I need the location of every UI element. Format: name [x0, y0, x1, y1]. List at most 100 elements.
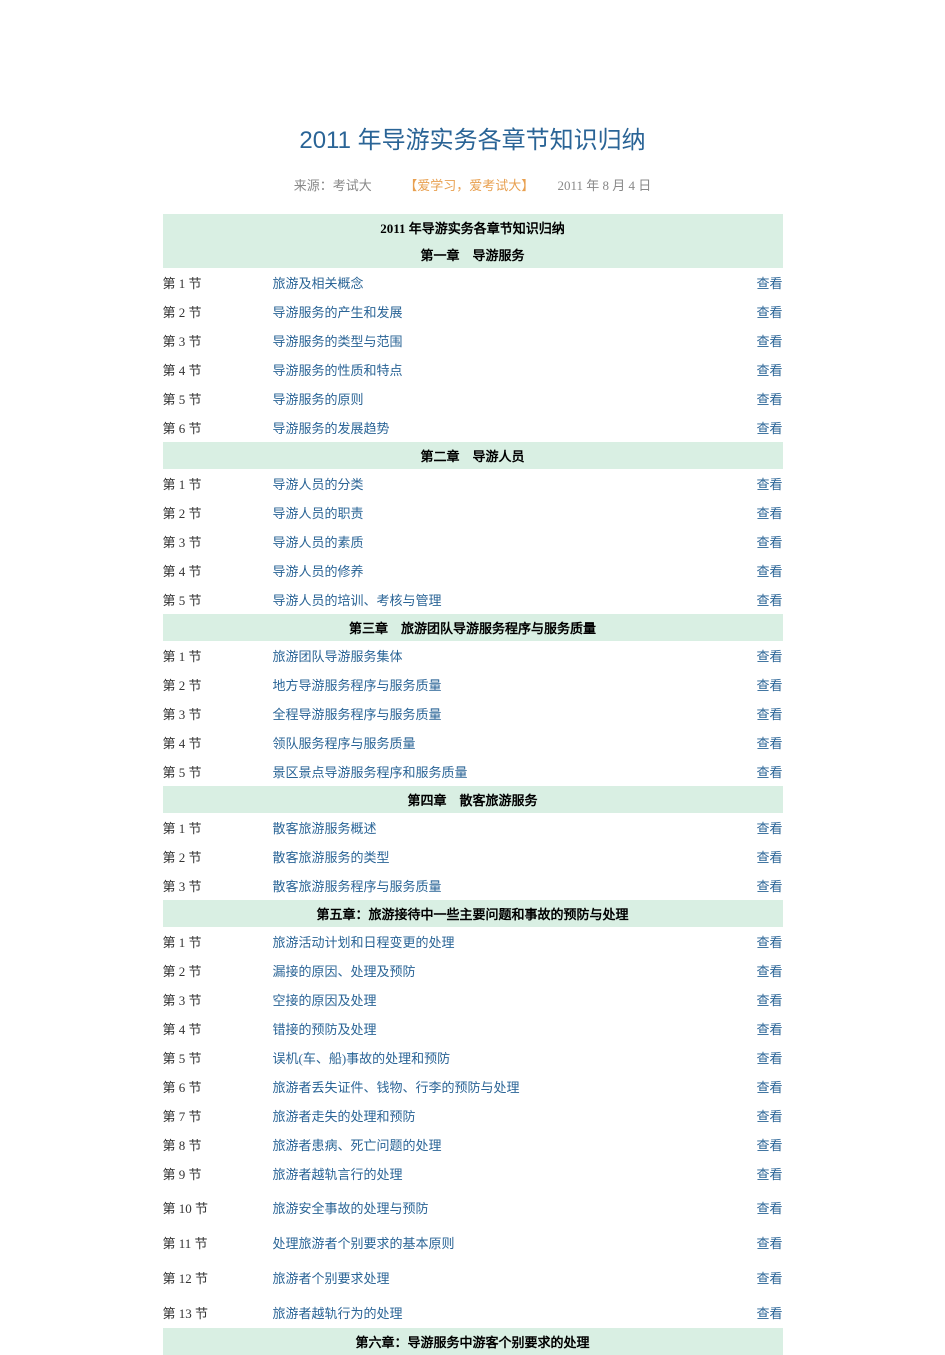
section-title-link[interactable]: 导游人员的培训、考核与管理 [273, 593, 442, 608]
section-title-cell: 全程导游服务程序与服务质量 [273, 699, 723, 728]
view-link[interactable]: 查看 [756, 593, 782, 608]
view-link[interactable]: 查看 [756, 678, 782, 693]
view-link[interactable]: 查看 [756, 334, 782, 349]
section-number: 第 1 节 [163, 469, 273, 498]
view-link[interactable]: 查看 [756, 305, 782, 320]
view-link[interactable]: 查看 [756, 935, 782, 950]
section-title-link[interactable]: 领队服务程序与服务质量 [273, 736, 416, 751]
view-cell: 查看 [723, 871, 783, 900]
section-title-link[interactable]: 旅游团队导游服务集体 [273, 649, 403, 664]
view-link[interactable]: 查看 [756, 1271, 782, 1286]
section-title-link[interactable]: 导游服务的产生和发展 [273, 305, 403, 320]
view-link[interactable]: 查看 [756, 1080, 782, 1095]
table-main-header: 2011 年导游实务各章节知识归纳 [163, 214, 783, 241]
section-title-link[interactable]: 空接的原因及处理 [273, 993, 377, 1008]
view-link[interactable]: 查看 [756, 765, 782, 780]
view-cell: 查看 [723, 842, 783, 871]
view-link[interactable]: 查看 [756, 707, 782, 722]
view-cell: 查看 [723, 699, 783, 728]
section-title-link[interactable]: 错接的预防及处理 [273, 1022, 377, 1037]
section-title-link[interactable]: 地方导游服务程序与服务质量 [273, 678, 442, 693]
section-title-cell: 导游服务的类型与范围 [273, 326, 723, 355]
view-cell: 查看 [723, 813, 783, 842]
section-title-cell: 旅游及相关概念 [273, 268, 723, 297]
view-link[interactable]: 查看 [756, 564, 782, 579]
section-title-cell: 导游人员的分类 [273, 469, 723, 498]
view-cell: 查看 [723, 728, 783, 757]
section-title-link[interactable]: 旅游及相关概念 [273, 276, 364, 291]
section-title-link[interactable]: 全程导游服务程序与服务质量 [273, 707, 442, 722]
view-link[interactable]: 查看 [756, 1138, 782, 1153]
section-number: 第 3 节 [163, 871, 273, 900]
view-link[interactable]: 查看 [756, 1201, 782, 1216]
view-link[interactable]: 查看 [756, 879, 782, 894]
section-title-link[interactable]: 旅游者个别要求处理 [273, 1271, 390, 1286]
view-link[interactable]: 查看 [756, 535, 782, 550]
section-title-cell: 导游服务的性质和特点 [273, 355, 723, 384]
meta-love: 【爱学习，爱考试大】 [404, 178, 534, 193]
section-title-link[interactable]: 导游人员的职责 [273, 506, 364, 521]
section-title-link[interactable]: 旅游者越轨行为的处理 [273, 1306, 403, 1321]
section-title-cell: 领队服务程序与服务质量 [273, 728, 723, 757]
section-title-link[interactable]: 散客旅游服务程序与服务质量 [273, 879, 442, 894]
view-link[interactable]: 查看 [756, 821, 782, 836]
section-title-link[interactable]: 导游人员的分类 [273, 477, 364, 492]
section-title-link[interactable]: 旅游安全事故的处理与预防 [273, 1201, 429, 1216]
section-title-link[interactable]: 处理旅游者个别要求的基本原则 [273, 1236, 455, 1251]
section-number: 第 2 节 [163, 498, 273, 527]
table-row: 第 5 节导游人员的培训、考核与管理 查看 [163, 585, 783, 614]
view-cell: 查看 [723, 985, 783, 1014]
section-title-cell: 导游服务的原则 [273, 384, 723, 413]
view-link[interactable]: 查看 [756, 506, 782, 521]
view-cell: 查看 [723, 1159, 783, 1188]
section-title-link[interactable]: 导游人员的修养 [273, 564, 364, 579]
section-title-link[interactable]: 导游人员的素质 [273, 535, 364, 550]
view-link[interactable]: 查看 [756, 1167, 782, 1182]
view-link[interactable]: 查看 [756, 1051, 782, 1066]
section-title-link[interactable]: 导游服务的发展趋势 [273, 421, 390, 436]
section-title-link[interactable]: 旅游者越轨言行的处理 [273, 1167, 403, 1182]
section-title-link[interactable]: 旅游活动计划和日程变更的处理 [273, 935, 455, 950]
section-title-cell: 漏接的原因、处理及预防 [273, 956, 723, 985]
section-title-cell: 导游人员的素质 [273, 527, 723, 556]
section-title-cell: 旅游者个别要求处理 [273, 1258, 723, 1293]
view-link[interactable]: 查看 [756, 1109, 782, 1124]
section-title-link[interactable]: 导游服务的原则 [273, 392, 364, 407]
section-title-link[interactable]: 导游服务的类型与范围 [273, 334, 403, 349]
section-title-link[interactable]: 散客旅游服务的类型 [273, 850, 390, 865]
view-link[interactable]: 查看 [756, 363, 782, 378]
view-link[interactable]: 查看 [756, 392, 782, 407]
view-link[interactable]: 查看 [756, 1022, 782, 1037]
view-cell: 查看 [723, 1258, 783, 1293]
view-cell: 查看 [723, 413, 783, 442]
view-link[interactable]: 查看 [756, 993, 782, 1008]
chapter-header-row: 第六章：导游服务中游客个别要求的处理 [163, 1328, 783, 1355]
section-title-link[interactable]: 漏接的原因、处理及预防 [273, 964, 416, 979]
view-link[interactable]: 查看 [756, 850, 782, 865]
section-title-link[interactable]: 景区景点导游服务程序和服务质量 [273, 765, 468, 780]
view-cell: 查看 [723, 355, 783, 384]
view-link[interactable]: 查看 [756, 736, 782, 751]
section-number: 第 5 节 [163, 585, 273, 614]
view-link[interactable]: 查看 [756, 1306, 782, 1321]
table-row: 第 7 节旅游者走失的处理和预防查看 [163, 1101, 783, 1130]
view-link[interactable]: 查看 [756, 276, 782, 291]
chapter-header: 第五章：旅游接待中一些主要问题和事故的预防与处理 [163, 900, 783, 927]
section-title-link[interactable]: 导游服务的性质和特点 [273, 363, 403, 378]
section-number: 第 3 节 [163, 985, 273, 1014]
section-title-link[interactable]: 散客旅游服务概述 [273, 821, 377, 836]
view-link[interactable]: 查看 [756, 421, 782, 436]
section-title-cell: 误机(车、船)事故的处理和预防 [273, 1043, 723, 1072]
view-link[interactable]: 查看 [756, 477, 782, 492]
section-title-link[interactable]: 旅游者患病、死亡问题的处理 [273, 1138, 442, 1153]
table-row: 第 12 节旅游者个别要求处理查看 [163, 1258, 783, 1293]
table-row: 第 3 节空接的原因及处理 查看 [163, 985, 783, 1014]
section-title-link[interactable]: 误机(车、船)事故的处理和预防 [273, 1051, 451, 1066]
view-link[interactable]: 查看 [756, 649, 782, 664]
view-cell: 查看 [723, 757, 783, 786]
view-link[interactable]: 查看 [756, 964, 782, 979]
section-title-link[interactable]: 旅游者走失的处理和预防 [273, 1109, 416, 1124]
table-row: 第 3 节导游人员的素质查看 [163, 527, 783, 556]
view-link[interactable]: 查看 [756, 1236, 782, 1251]
section-title-link[interactable]: 旅游者丢失证件、钱物、行李的预防与处理 [273, 1080, 520, 1095]
